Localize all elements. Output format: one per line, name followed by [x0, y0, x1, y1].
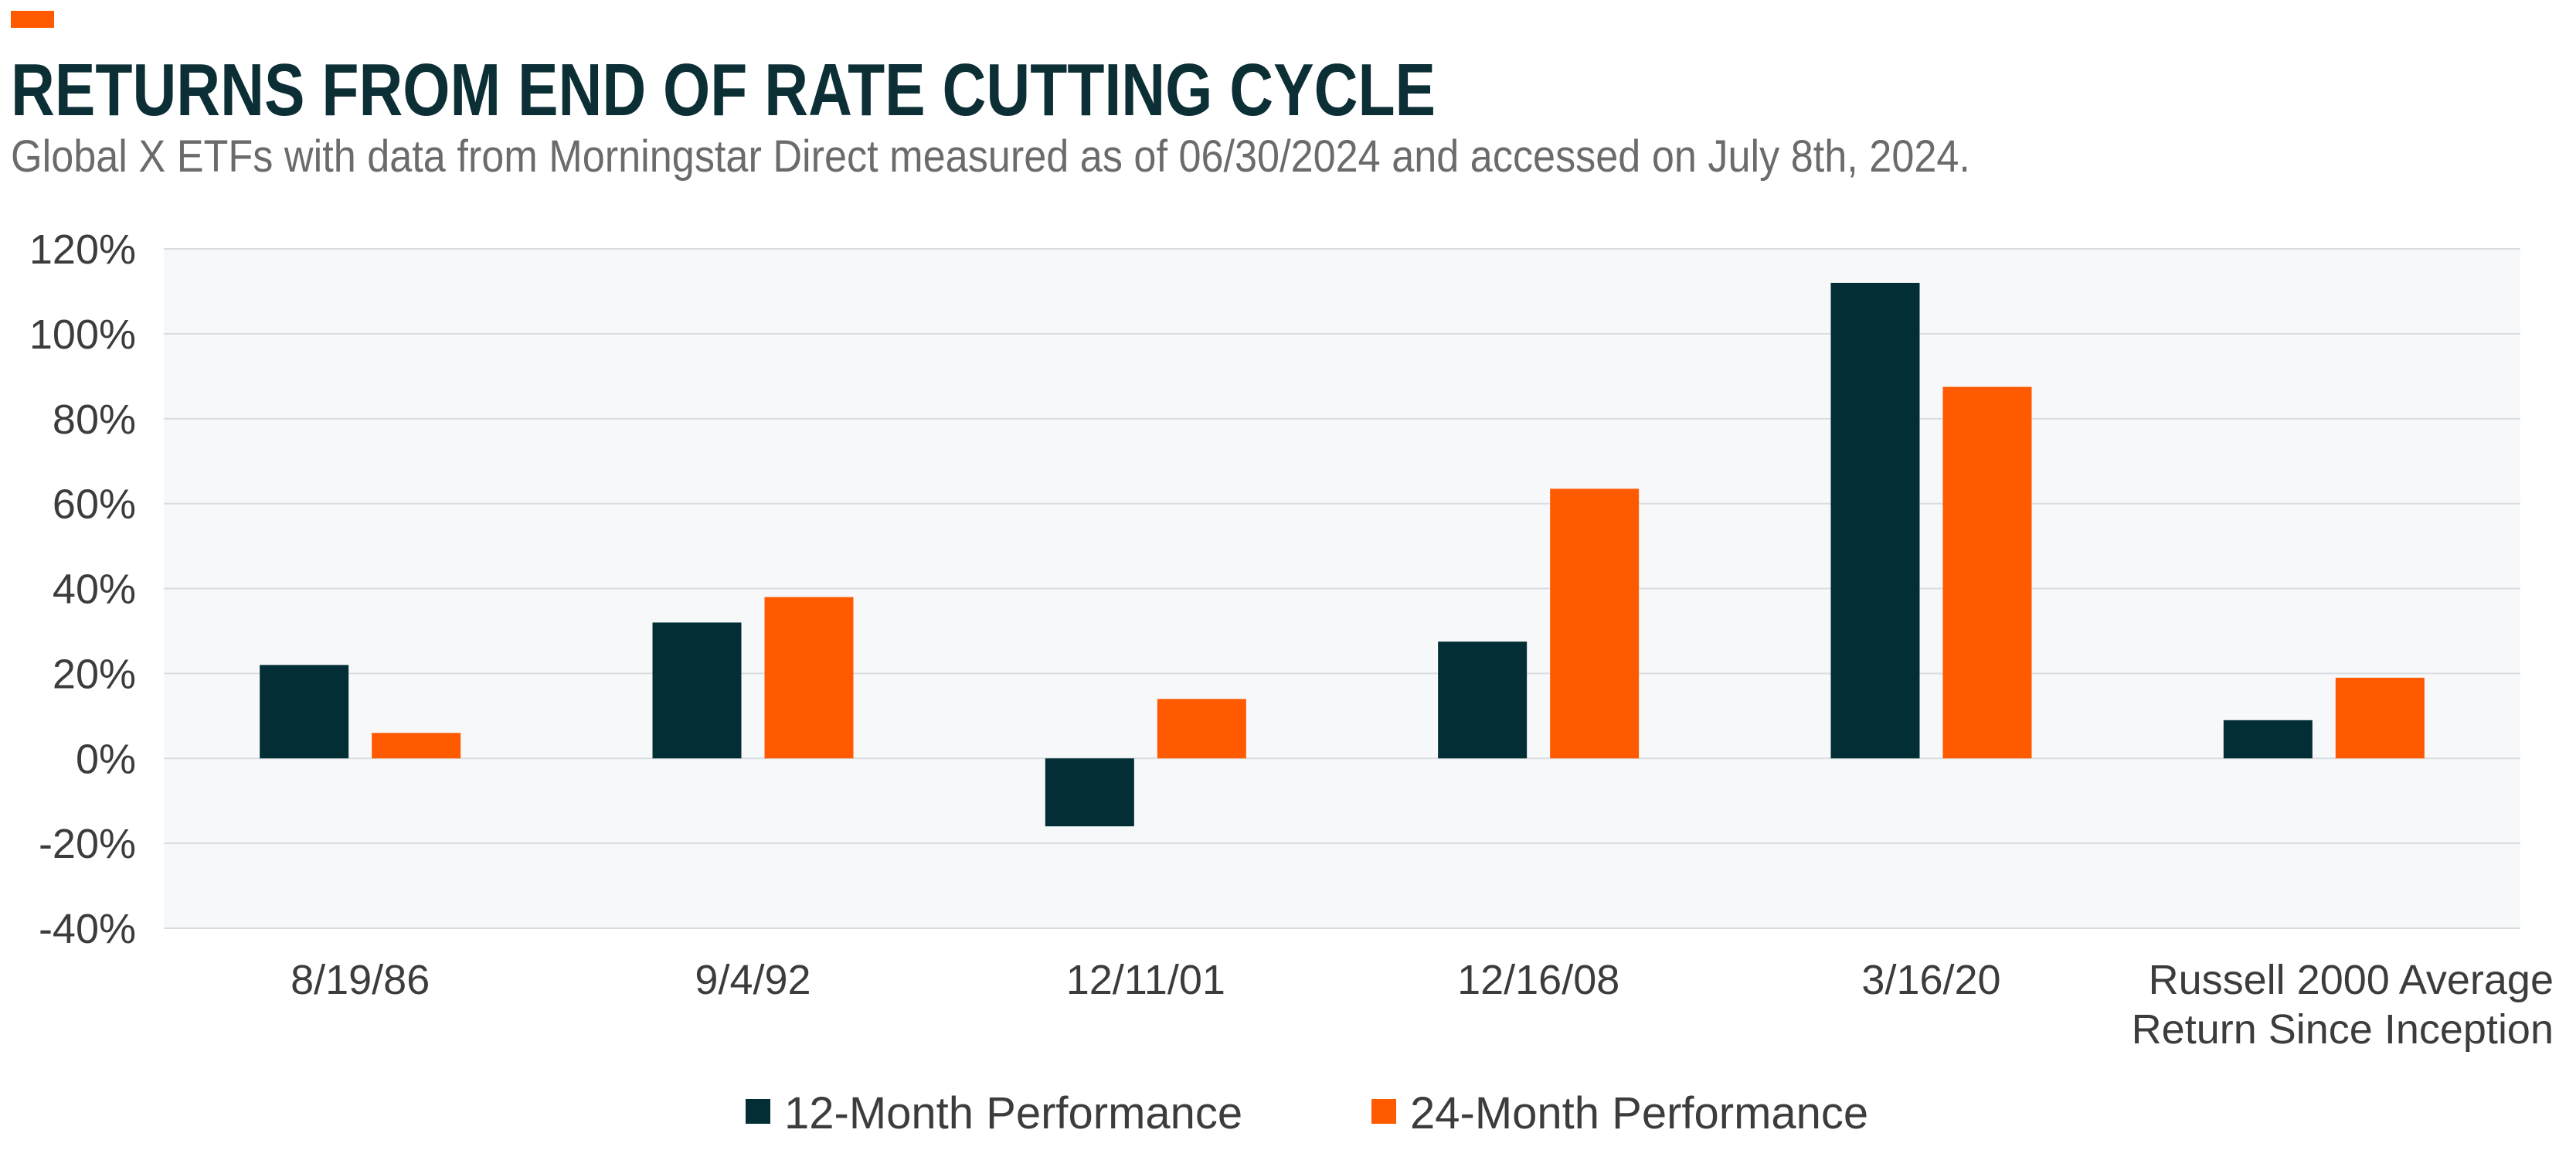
y-tick-label: 40%	[53, 567, 136, 613]
bar-12-month	[1438, 641, 1528, 759]
bar-24-month	[764, 597, 854, 759]
x-tick-label: 3/16/20	[1861, 957, 2000, 1003]
bar-24-month	[1550, 488, 1640, 759]
x-tick-label: Russell 2000 Average	[2149, 957, 2554, 1003]
legend-label: 12-Month Performance	[784, 1088, 1242, 1138]
bar-12-month	[2223, 720, 2313, 759]
y-tick-label: 100%	[29, 311, 136, 358]
bar-12-month	[652, 622, 742, 759]
y-tick-label: 0%	[76, 736, 136, 782]
legend-label: 24-Month Performance	[1410, 1088, 1868, 1138]
bar-12-month	[260, 665, 349, 759]
title-accent-bar	[11, 11, 54, 28]
y-tick-label: -20%	[39, 821, 136, 867]
chart-subtitle: Global X ETFs with data from Morningstar…	[11, 131, 1970, 182]
y-tick-label: 120%	[29, 226, 136, 273]
legend-swatch	[746, 1099, 770, 1124]
bar-24-month	[2335, 677, 2425, 759]
bar-24-month	[372, 733, 461, 759]
bar-12-month	[1830, 282, 1920, 759]
x-tick-label: 12/16/08	[1457, 957, 1619, 1003]
chart-title: RETURNS FROM END OF RATE CUTTING CYCLE	[11, 49, 1436, 131]
bar-24-month	[1942, 386, 2032, 759]
bar-24-month	[1157, 699, 1246, 759]
x-tick-label: 9/4/92	[695, 957, 811, 1003]
y-tick-label: -40%	[39, 906, 136, 952]
bar-12-month	[1045, 758, 1134, 827]
y-tick-label: 80%	[53, 396, 136, 443]
x-tick-label: 12/11/01	[1066, 957, 1225, 1003]
x-tick-label: Return Since Inception	[2132, 1006, 2554, 1053]
legend-swatch	[1371, 1099, 1396, 1124]
x-tick-label: 8/19/86	[291, 957, 430, 1003]
y-tick-label: 60%	[53, 482, 136, 528]
y-tick-label: 20%	[53, 651, 136, 697]
